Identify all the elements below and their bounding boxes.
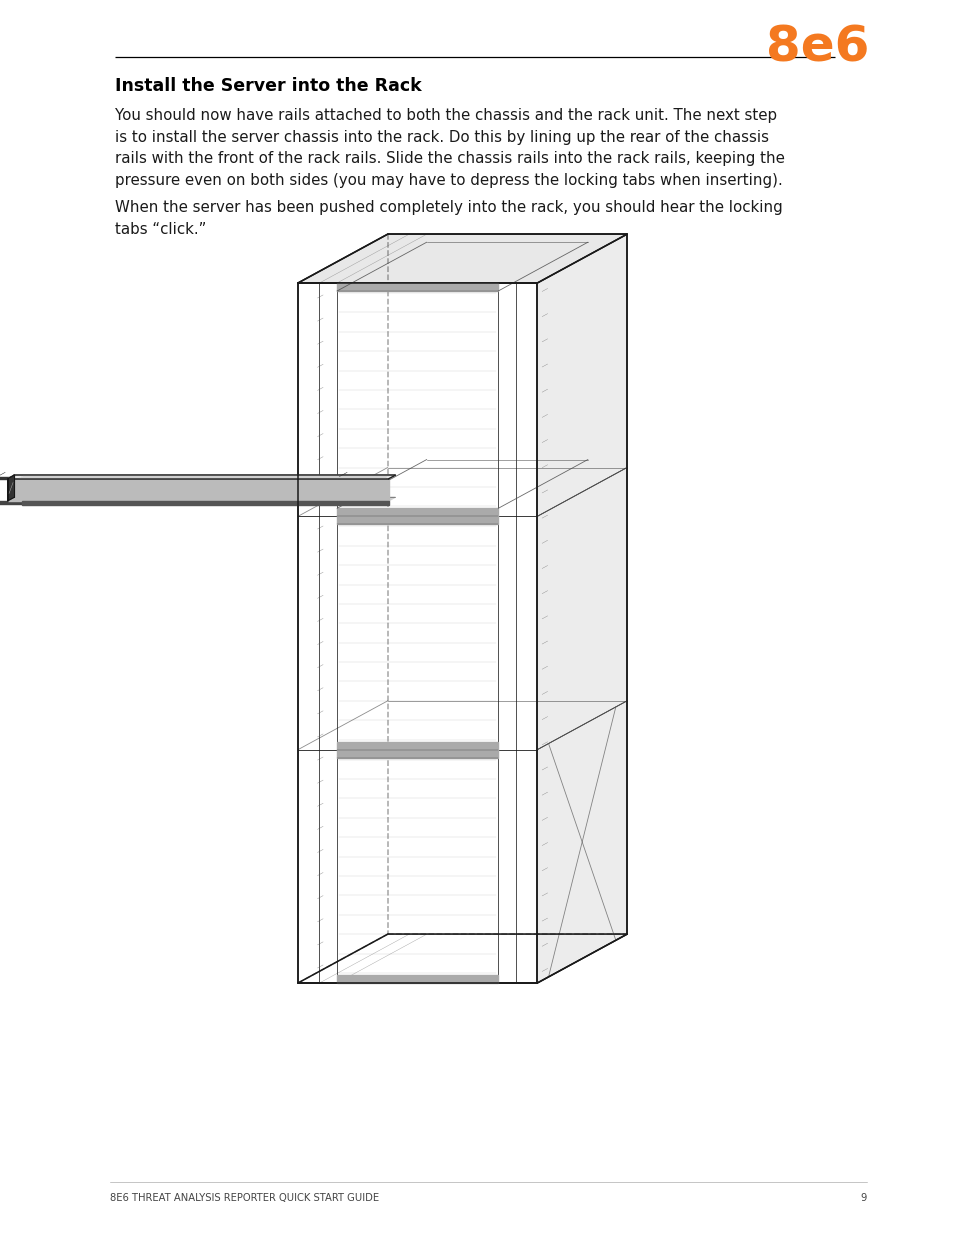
- Polygon shape: [8, 498, 395, 501]
- Polygon shape: [537, 235, 626, 983]
- Polygon shape: [336, 283, 497, 291]
- Polygon shape: [0, 501, 339, 504]
- Polygon shape: [336, 516, 497, 525]
- Polygon shape: [336, 509, 497, 516]
- Polygon shape: [22, 501, 388, 505]
- Polygon shape: [8, 475, 395, 479]
- Polygon shape: [8, 479, 388, 501]
- Polygon shape: [336, 742, 497, 750]
- Text: 9: 9: [860, 1193, 865, 1203]
- Text: 8E6 THREAT ANALYSIS REPORTER QUICK START GUIDE: 8E6 THREAT ANALYSIS REPORTER QUICK START…: [111, 1193, 379, 1203]
- Text: When the server has been pushed completely into the rack, you should hear the lo: When the server has been pushed complete…: [115, 200, 782, 237]
- Text: You should now have rails attached to both the chassis and the rack unit. The ne: You should now have rails attached to bo…: [115, 107, 784, 188]
- Polygon shape: [336, 750, 497, 757]
- Polygon shape: [0, 477, 339, 479]
- Polygon shape: [8, 475, 14, 501]
- Text: Install the Server into the Rack: Install the Server into the Rack: [115, 77, 421, 95]
- Polygon shape: [297, 235, 626, 283]
- Polygon shape: [336, 974, 497, 983]
- Text: 8e6: 8e6: [765, 23, 868, 70]
